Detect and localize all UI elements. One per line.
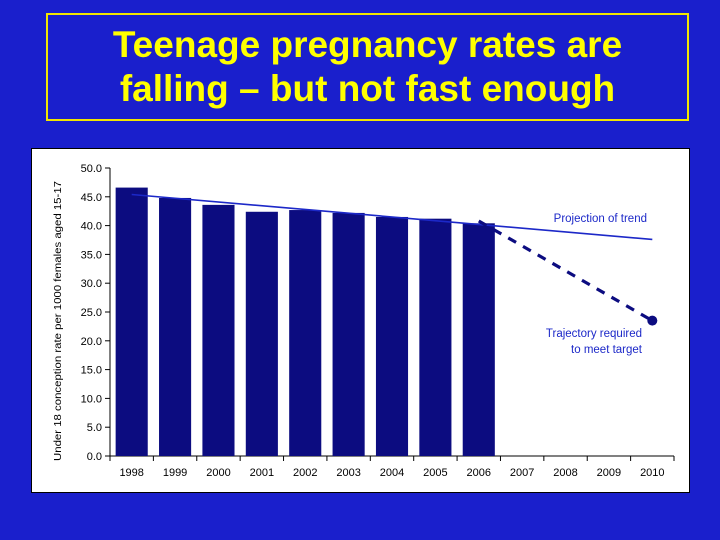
trajectory-label-line2: to meet target [571, 344, 643, 356]
y-tick-label: 45.0 [81, 192, 102, 204]
y-tick-label: 40.0 [81, 221, 102, 233]
x-tick-label: 2001 [250, 467, 274, 479]
x-tick-label: 2010 [640, 467, 664, 479]
x-tick-label: 1998 [119, 467, 143, 479]
x-tick-label: 2008 [553, 467, 577, 479]
y-tick-label: 15.0 [81, 365, 102, 377]
y-tick-label: 20.0 [81, 336, 102, 348]
bar [115, 187, 148, 457]
x-tick-label: 1999 [163, 467, 187, 479]
y-tick-label: 25.0 [81, 307, 102, 319]
bar [419, 218, 452, 456]
x-tick-label: 2005 [423, 467, 447, 479]
y-tick-label: 30.0 [81, 278, 102, 290]
bar [159, 197, 192, 456]
target-trajectory-line [477, 219, 654, 323]
chart-axes: 0.0 5.0 10.0 15.0 20.0 25.0 30.0 35.0 40.0 45.0 50… [52, 163, 675, 479]
bar [245, 211, 278, 456]
bar-series [115, 187, 495, 457]
target-point [647, 315, 658, 326]
bar [289, 210, 322, 456]
bar [375, 216, 409, 456]
y-tick-label: 5.0 [87, 422, 102, 434]
title-box: Teenage pregnancy rates are falling – bu… [46, 13, 689, 121]
y-tick-label: 10.0 [81, 393, 102, 405]
title-line-2: falling – but not fast enough [119, 68, 616, 109]
bar [202, 204, 235, 456]
bar [462, 223, 495, 456]
chart-panel: 0.0 5.0 10.0 15.0 20.0 25.0 30.0 35.0 40.0 45.0 50… [31, 148, 690, 493]
y-axis-title: Under 18 conception rate per 1000 female… [52, 181, 64, 461]
x-tick-label: 2003 [336, 467, 360, 479]
trend-projection-line [131, 193, 653, 241]
title-line-1: Teenage pregnancy rates are [112, 24, 623, 65]
x-tick-label: 2002 [293, 467, 317, 479]
trajectory-label-line1: Trajectory required [546, 328, 642, 340]
y-tick-label: 50.0 [81, 163, 102, 175]
y-tick-label: 35.0 [81, 249, 102, 261]
y-tick-label: 0.0 [87, 451, 102, 463]
chart-labels: Projection of trend Trajectory required to… [546, 213, 647, 356]
x-tick-label: 2009 [597, 467, 621, 479]
x-tick-label: 2000 [206, 467, 230, 479]
page-title: Teenage pregnancy rates are falling – bu… [113, 23, 622, 111]
x-tick-label: 2006 [467, 467, 491, 479]
x-tick-label: 2007 [510, 467, 534, 479]
x-tick-label: 2004 [380, 467, 404, 479]
trend-label: Projection of trend [554, 213, 647, 225]
line-overlays [131, 193, 658, 326]
bar-chart: 0.0 5.0 10.0 15.0 20.0 25.0 30.0 35.0 40.0 45.0 50… [52, 163, 675, 479]
bar [332, 212, 365, 456]
